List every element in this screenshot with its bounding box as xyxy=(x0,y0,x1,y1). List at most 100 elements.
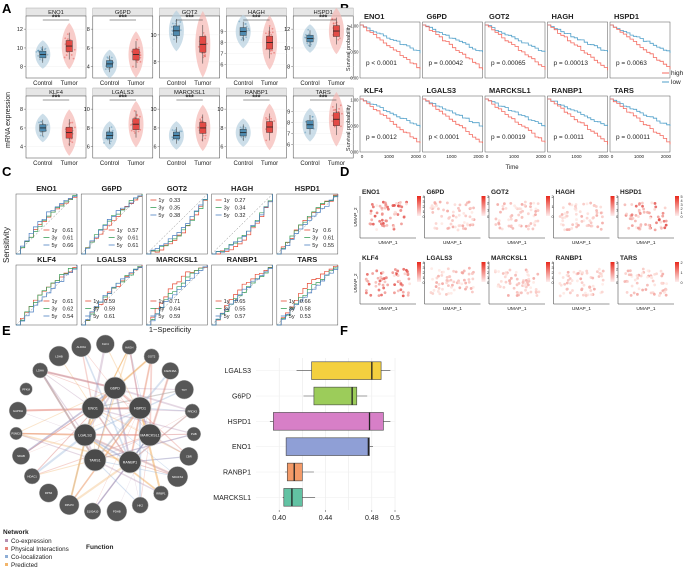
data-point xyxy=(307,33,310,36)
color-scale-label: 3 xyxy=(681,203,683,207)
panel-f: LGALS3 G6PD HSPD1 ENO1 RANBP1 MARCKSL1 0.40 0.4… xyxy=(213,358,400,522)
box-body xyxy=(285,437,370,456)
umap-cell xyxy=(391,204,395,207)
data-point xyxy=(67,38,69,40)
umap-cell xyxy=(581,293,585,297)
umap-cell xyxy=(442,208,445,212)
umap-cell xyxy=(375,204,379,207)
umap-cell xyxy=(660,282,664,285)
y-tick-label: 8 xyxy=(20,65,23,71)
umap-cell xyxy=(566,270,570,274)
data-point xyxy=(37,49,40,52)
data-point xyxy=(338,37,341,40)
auc-legend-value: 0.66 xyxy=(300,299,311,305)
umap-title: HAGH xyxy=(556,189,575,196)
auc-legend-year: 5y xyxy=(117,243,123,249)
network-node-label: ALDOA xyxy=(77,345,87,349)
network-edge xyxy=(114,387,193,413)
auc-legend-year: 5y xyxy=(224,314,230,320)
umap-cell xyxy=(406,270,409,273)
category-label-eno1: ENO1 xyxy=(232,444,251,451)
data-point xyxy=(332,22,335,25)
plot-frame xyxy=(547,21,608,79)
umap-cell xyxy=(661,211,665,215)
umap-title: KLF4 xyxy=(362,255,379,262)
umap-cell xyxy=(441,282,444,286)
umap-cell xyxy=(461,271,465,275)
data-point xyxy=(270,52,273,55)
auc-legend-value: 0.62 xyxy=(62,307,73,313)
umap-cell xyxy=(514,206,518,210)
umap-cell xyxy=(576,271,580,275)
roc-curve-3y xyxy=(16,266,78,326)
umap-cell xyxy=(656,215,660,219)
data-point xyxy=(239,126,242,129)
umap-cell xyxy=(435,227,439,230)
umap-cell xyxy=(369,293,373,297)
y-tick-label: 6 xyxy=(220,63,223,69)
x-tick-label: 0.5 xyxy=(390,515,400,522)
network-legend-label: Predicted xyxy=(11,562,38,569)
umap-cell xyxy=(449,278,453,282)
umap-cell xyxy=(641,204,644,208)
x-tick-control: Control xyxy=(300,161,319,167)
umap-cell xyxy=(462,278,466,282)
roc-curve-5y xyxy=(16,194,78,255)
color-scale-label: 2 xyxy=(552,195,554,199)
umap-cell xyxy=(398,279,402,283)
y-tick-label: 8 xyxy=(220,41,223,47)
x-tick-tumor: Tumor xyxy=(61,161,78,167)
umap-cell xyxy=(653,207,657,211)
umap-cell xyxy=(580,281,584,285)
data-point xyxy=(73,48,76,51)
x-tick-label: 0.48 xyxy=(365,515,379,522)
umap-cell xyxy=(451,225,455,229)
umap-cell xyxy=(446,209,450,213)
umap-cell xyxy=(572,270,576,274)
data-point xyxy=(69,121,72,124)
panel-b-ylabel-top: Survival probability xyxy=(346,25,352,71)
umap-cell xyxy=(651,279,655,283)
umap-cell xyxy=(406,293,410,297)
network-node-label: HK2 xyxy=(137,503,143,507)
umap-cell xyxy=(561,206,565,210)
data-point xyxy=(206,42,208,45)
umap-cell xyxy=(571,223,575,227)
y-tick-label: 8 xyxy=(154,60,157,66)
data-point xyxy=(271,27,274,30)
auc-legend-year: 1y xyxy=(312,228,318,234)
data-point xyxy=(39,58,41,61)
x-tick-label: 0 xyxy=(486,154,489,159)
umap-cell xyxy=(595,209,598,212)
umap-cell xyxy=(396,204,400,208)
umap-cell xyxy=(407,291,410,295)
umap-cell xyxy=(534,207,538,211)
network-node-got2 xyxy=(143,348,160,365)
umap-cell xyxy=(383,206,387,210)
plot-frame xyxy=(422,95,483,153)
umap-cell xyxy=(384,203,388,207)
umap-cell xyxy=(653,202,657,205)
umap-cell xyxy=(449,291,453,295)
network-edge xyxy=(39,370,86,436)
data-point xyxy=(337,110,340,113)
box-body xyxy=(283,488,303,507)
network-node-label: RANBP1 xyxy=(123,460,137,464)
gene-strip-label: TARS xyxy=(316,90,331,96)
km-pvalue: p = 0.00013 xyxy=(554,60,589,67)
roc-curve-5y xyxy=(146,194,208,255)
x-tick-control: Control xyxy=(100,81,119,87)
auc-legend-value: 0.61 xyxy=(128,243,139,249)
umap-cell xyxy=(430,267,434,271)
umap-cell xyxy=(577,223,580,227)
auc-legend-value: 0.34 xyxy=(235,206,246,212)
color-scale-label: 4 xyxy=(487,261,489,265)
umap-cell xyxy=(531,227,535,231)
umap-cell xyxy=(570,279,574,282)
data-point xyxy=(248,29,251,32)
umap-cell xyxy=(446,227,450,230)
umap-cell xyxy=(502,202,506,206)
data-point xyxy=(305,120,307,123)
network-node-sdhb xyxy=(12,446,30,465)
